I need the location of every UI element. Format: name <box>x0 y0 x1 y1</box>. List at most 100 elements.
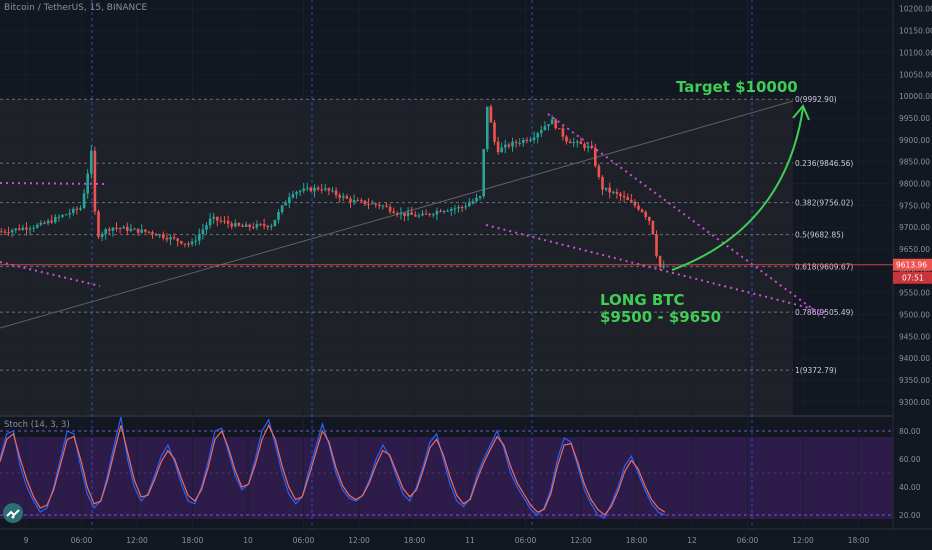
candle-body <box>324 188 327 190</box>
price-tick-label: 9500.00 <box>899 311 930 320</box>
current-price-tag-label: 9613.96 <box>896 261 927 270</box>
price-tick-label: 9800.00 <box>899 179 930 188</box>
tradingview-logo-icon[interactable] <box>3 503 23 523</box>
candle-body <box>43 222 46 224</box>
candle-body <box>284 202 287 206</box>
time-tick-label: 12:00 <box>348 536 370 545</box>
candle-body <box>0 231 3 233</box>
candle-body <box>39 222 43 225</box>
price-tick-label: 9700.00 <box>899 223 930 232</box>
candle-body <box>75 208 79 210</box>
candle-body <box>208 218 212 226</box>
candle-body <box>648 217 651 221</box>
candle-body <box>500 147 503 153</box>
candle-body <box>252 227 255 229</box>
time-tick-label: 18:00 <box>404 536 426 545</box>
candle-body <box>594 147 597 166</box>
time-axis[interactable]: 9 06:00 12:00 18:00 10 06:00 12:00 18:00 11 06:00… <box>24 536 870 545</box>
drawings[interactable] <box>0 100 826 329</box>
candle-body <box>176 238 179 242</box>
candle-body <box>57 216 61 218</box>
candle-body <box>403 213 406 216</box>
target-annotation[interactable]: Target $10000 <box>676 78 798 96</box>
price-axis[interactable]: 9300.00 9350.00 9400.00 9450.00 9500.00 9550.… <box>899 5 932 407</box>
candle-body <box>79 208 82 210</box>
left-support-line[interactable] <box>0 261 101 287</box>
candle-body <box>583 144 586 148</box>
candle-body <box>414 214 417 217</box>
long-annotation-line1[interactable]: LONG BTC <box>600 291 685 309</box>
price-tick-label: 9650.00 <box>899 245 930 254</box>
candle-body <box>450 209 453 211</box>
candle-body <box>68 212 71 215</box>
indicator-label[interactable]: Stoch (14, 3, 3) <box>4 420 70 430</box>
stoch-tick-label: 40.00 <box>899 483 921 492</box>
candle-body <box>507 144 511 147</box>
candle-body <box>597 165 601 178</box>
price-tick-label: 9300.00 <box>899 398 930 407</box>
candle-body <box>446 210 449 212</box>
candle-body <box>201 229 205 235</box>
candle-body <box>410 212 413 215</box>
candle-body <box>316 187 320 190</box>
target-arrow-curve[interactable] <box>671 107 804 271</box>
candle-body <box>619 193 622 196</box>
candle-body <box>291 194 295 198</box>
stochastic-series <box>0 416 893 519</box>
candle-body <box>165 237 169 240</box>
fibonacci-retracement[interactable]: 0(9992.90) 0.236(9846.56) 0.382(9756.02) 0.… <box>0 95 853 375</box>
candle-body <box>644 211 647 218</box>
candle-body <box>244 224 248 227</box>
candle-body <box>298 190 302 193</box>
candle-body <box>511 141 514 147</box>
candle-body <box>558 128 561 130</box>
candle-body <box>223 220 226 222</box>
trend-line-long[interactable] <box>0 100 794 329</box>
fib-level-label: 0.5(9682.85) <box>795 231 844 240</box>
stoch-d-line <box>0 424 666 516</box>
candle-body <box>550 119 554 125</box>
candle-body <box>565 136 568 142</box>
candle-body <box>572 142 575 144</box>
candle-body <box>212 216 215 219</box>
price-tags: 9613.96 07:51 <box>893 258 932 284</box>
candle-body <box>522 139 525 143</box>
symbol-title[interactable]: Bitcoin / TetherUS, 15, BINANCE <box>4 3 148 13</box>
time-tick-label: 12:00 <box>570 536 592 545</box>
fib-zone-shade <box>0 99 793 415</box>
candle-body <box>219 220 223 222</box>
target-arrow[interactable] <box>671 104 810 271</box>
target-arrow-head[interactable] <box>792 104 810 121</box>
long-annotation-line2[interactable]: $9500 - $9650 <box>600 308 721 326</box>
price-tick-label: 9600.00 <box>899 267 930 276</box>
candle-body <box>457 206 460 209</box>
candle-body <box>543 126 547 131</box>
candle-body <box>406 212 410 216</box>
candle-body <box>277 212 280 220</box>
candle-body <box>82 193 86 209</box>
candle-body <box>205 225 208 230</box>
candle-body <box>421 213 424 216</box>
candle-body <box>604 187 608 190</box>
time-tick-label: 18:00 <box>626 536 648 545</box>
candle-body <box>568 141 572 144</box>
candle-body <box>417 215 421 217</box>
candle-body <box>651 220 655 235</box>
candle-body <box>590 146 593 148</box>
price-tick-label: 9400.00 <box>899 354 930 363</box>
candle-body <box>151 232 154 235</box>
candle-body <box>309 187 313 192</box>
candle-body <box>190 241 194 245</box>
price-tick-label: 10050.00 <box>899 70 932 79</box>
pattern-lower-line[interactable] <box>485 224 826 313</box>
candle-body <box>108 229 111 231</box>
candle-body <box>226 221 230 224</box>
stoch-band <box>0 437 893 519</box>
candle-body <box>54 217 57 223</box>
price-tick-label: 9850.00 <box>899 158 930 167</box>
price-tick-label: 9900.00 <box>899 136 930 145</box>
candle-body <box>100 233 104 237</box>
candle-body <box>111 227 115 231</box>
grid <box>0 0 893 529</box>
